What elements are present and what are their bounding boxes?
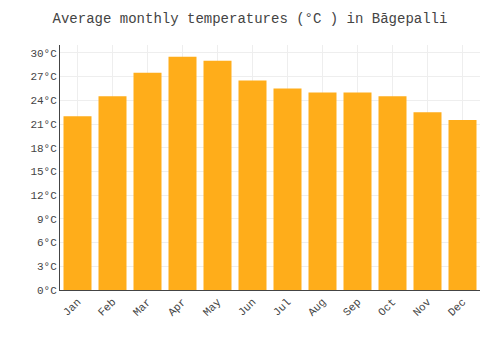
svg-text:0°C: 0°C (37, 285, 57, 297)
svg-text:Apr: Apr (166, 296, 188, 318)
svg-text:Dec: Dec (446, 296, 468, 318)
svg-text:May: May (201, 296, 224, 319)
svg-text:6°C: 6°C (37, 237, 57, 249)
svg-text:Jun: Jun (236, 296, 258, 318)
svg-text:18°C: 18°C (30, 143, 57, 155)
svg-text:Jul: Jul (271, 296, 293, 318)
svg-text:Mar: Mar (131, 296, 153, 318)
svg-text:30°C: 30°C (30, 48, 57, 60)
svg-text:3°C: 3°C (37, 261, 57, 273)
svg-text:21°C: 21°C (30, 119, 57, 131)
svg-text:Nov: Nov (411, 296, 434, 319)
svg-text:Sep: Sep (341, 296, 363, 318)
svg-text:Jan: Jan (61, 296, 83, 318)
svg-text:15°C: 15°C (30, 166, 57, 178)
svg-text:12°C: 12°C (30, 190, 57, 202)
svg-text:9°C: 9°C (37, 214, 57, 226)
svg-text:27°C: 27°C (30, 71, 57, 83)
svg-text:24°C: 24°C (30, 95, 57, 107)
svg-text:Oct: Oct (376, 296, 398, 318)
svg-text:Feb: Feb (96, 296, 118, 318)
svg-text:Average monthly temperatures (: Average monthly temperatures (°C ) in Bā… (53, 11, 448, 27)
svg-text:Aug: Aug (306, 296, 328, 318)
